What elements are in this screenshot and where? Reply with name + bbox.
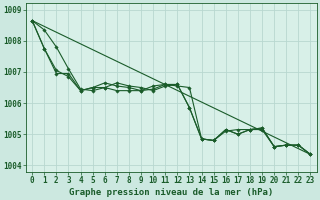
X-axis label: Graphe pression niveau de la mer (hPa): Graphe pression niveau de la mer (hPa) — [69, 188, 274, 197]
